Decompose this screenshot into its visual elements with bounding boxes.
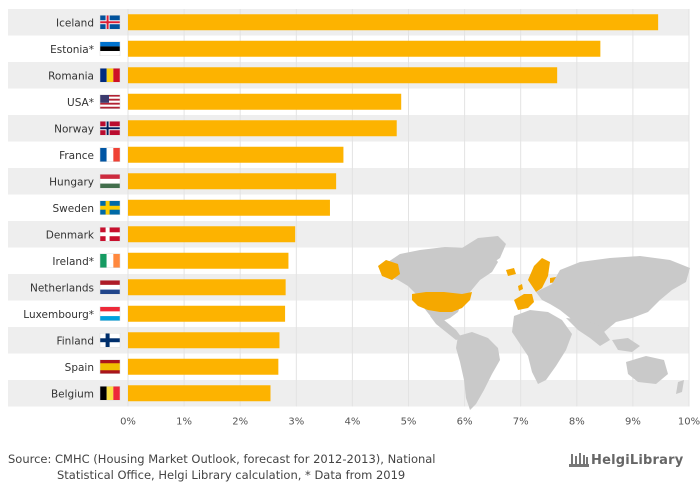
logo-text: HelgiLibrary <box>591 452 684 468</box>
category-label: USA* <box>67 97 94 109</box>
row-stripe <box>8 221 689 248</box>
bar <box>128 279 286 296</box>
map-scandinavia <box>528 258 550 292</box>
bar <box>128 199 330 216</box>
bars <box>128 14 659 402</box>
category-label: Romania <box>48 70 94 82</box>
map-eurasia <box>536 256 690 338</box>
category-label: Belgium <box>51 388 94 400</box>
map-africa <box>512 310 572 384</box>
category-label: Sweden <box>53 203 95 215</box>
category-label: Iceland <box>56 17 94 29</box>
category-label: Luxembourg* <box>23 309 94 321</box>
finland-flag-icon <box>99 333 121 348</box>
category-label: Netherlands <box>30 282 94 294</box>
source-note: Source: CMHC (Housing Market Outlook, fo… <box>8 451 436 483</box>
bar <box>128 226 296 243</box>
bar <box>128 305 286 322</box>
romania-flag-icon <box>99 68 121 83</box>
bar-chart: Iceland Estonia* Romania USA* Norway France Hu… <box>8 9 700 428</box>
category-label: Finland <box>56 335 94 347</box>
estonia-flag-icon <box>99 41 121 56</box>
bar <box>128 385 271 402</box>
netherlands-flag-icon <box>99 280 121 295</box>
iceland-flag-icon <box>99 15 121 30</box>
category-label: Hungary <box>49 176 94 188</box>
x-tick-label: 3% <box>288 417 304 428</box>
category-label: Denmark <box>46 229 95 241</box>
bar <box>128 14 659 31</box>
library-icon <box>569 453 589 467</box>
map-south-america <box>456 332 500 410</box>
row-stripe <box>8 380 689 407</box>
map-iceland <box>506 268 516 276</box>
belgium-flag-icon <box>99 386 121 401</box>
map-australia <box>626 356 668 384</box>
map-se-asia <box>612 338 640 352</box>
x-tick-label: 9% <box>625 417 641 428</box>
map-western-europe <box>514 294 534 310</box>
world-map <box>378 236 690 410</box>
x-tick-label: 6% <box>457 417 473 428</box>
map-new-zealand <box>676 380 684 394</box>
category-label: Norway <box>54 123 94 135</box>
x-tick-label: 8% <box>569 417 585 428</box>
x-tick-label: 7% <box>513 417 529 428</box>
bar <box>128 173 337 190</box>
bar <box>128 120 397 137</box>
bar <box>128 67 558 84</box>
category-label: France <box>59 150 94 162</box>
source-line-1: Source: CMHC (Housing Market Outlook, fo… <box>8 452 436 466</box>
map-usa <box>412 292 472 312</box>
hungary-flag-icon <box>99 174 121 189</box>
france-flag-icon <box>99 147 121 162</box>
map-alaska <box>378 260 400 280</box>
norway-flag-icon <box>99 121 121 136</box>
bar <box>128 358 279 375</box>
map-greenland <box>462 236 506 266</box>
row-stripe <box>8 327 689 354</box>
map-central-america <box>430 316 462 340</box>
category-label: Spain <box>65 362 94 374</box>
x-tick-label: 0% <box>120 417 136 428</box>
bar <box>128 332 280 349</box>
x-tick-label: 10% <box>678 417 700 428</box>
x-tick-label: 1% <box>176 417 192 428</box>
row-stripe <box>8 168 689 195</box>
map-south-asia <box>566 318 610 346</box>
helgi-library-logo: HelgiLibrary <box>567 449 683 471</box>
bar <box>128 146 344 163</box>
category-label: Ireland* <box>52 256 94 268</box>
ireland-flag-icon <box>99 253 121 268</box>
category-labels: Iceland Estonia* Romania USA* Norway France Hu… <box>23 17 95 400</box>
sweden-flag-icon <box>99 200 121 215</box>
bar <box>128 93 402 110</box>
luxembourg-flag-icon <box>99 306 121 321</box>
x-tick-label: 2% <box>232 417 248 428</box>
bar <box>128 40 601 57</box>
spain-flag-icon <box>99 359 121 374</box>
denmark-flag-icon <box>99 227 121 242</box>
bar <box>128 252 289 269</box>
map-ireland <box>518 284 523 291</box>
x-tick-label: 5% <box>401 417 417 428</box>
usa-flag-icon <box>99 94 121 109</box>
category-label: Estonia* <box>50 44 94 56</box>
x-axis-ticks: 0% 1% 2% 3% 4% 5% 6% 7% 8% 9% 10% <box>120 417 700 428</box>
source-line-2: Statistical Office, Helgi Library calcul… <box>57 468 406 482</box>
map-north-america <box>388 247 498 322</box>
flags <box>99 15 121 401</box>
x-tick-label: 4% <box>344 417 360 428</box>
